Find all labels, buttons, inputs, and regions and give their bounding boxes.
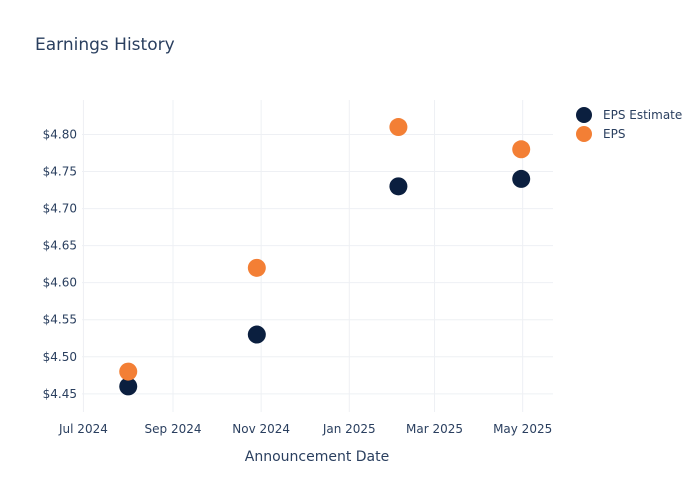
y-tick-label: $4.65 [43,239,77,253]
x-axis-title: Announcement Date [245,449,389,465]
y-axis-ticks: $4.45 $4.50 $4.55 $4.60 $4.65 $4.70 $4.75 $4.80 [43,127,77,400]
y-tick-label: $4.80 [43,127,77,141]
y-tick-label: $4.55 [43,313,77,327]
y-tick-label: $4.45 [43,387,77,401]
legend: EPS Estimate EPS [576,107,682,142]
legend-marker-eps-estimate[interactable] [576,107,592,123]
x-axis-ticks: Jul 2024 Sep 2024 Nov 2024 Jan 2025 Mar 2025… [58,422,552,436]
eps-point[interactable] [119,362,138,381]
y-tick-label: $4.50 [43,350,77,364]
x-tick-label: Jan 2025 [322,422,376,436]
chart-title: Earnings History [35,35,175,55]
eps-estimate-point[interactable] [512,169,531,188]
x-tick-label: Nov 2024 [232,422,290,436]
eps-point[interactable] [512,140,531,159]
legend-marker-eps[interactable] [576,126,592,142]
eps-estimate-point[interactable] [389,177,408,196]
y-tick-label: $4.60 [43,276,77,290]
eps-point[interactable] [389,118,408,137]
grid [82,100,553,412]
x-tick-label: Jul 2024 [58,422,108,436]
eps-estimate-point[interactable] [119,377,138,396]
y-tick-label: $4.75 [43,165,77,179]
x-tick-label: Sep 2024 [145,422,202,436]
eps-point[interactable] [247,258,266,277]
eps-estimate-point[interactable] [247,325,266,344]
x-tick-label: May 2025 [493,422,552,436]
y-tick-label: $4.70 [43,202,77,216]
data-points [119,118,531,396]
x-tick-label: Mar 2025 [406,422,463,436]
legend-label-eps-estimate[interactable]: EPS Estimate [603,108,682,122]
legend-label-eps[interactable]: EPS [603,127,625,141]
